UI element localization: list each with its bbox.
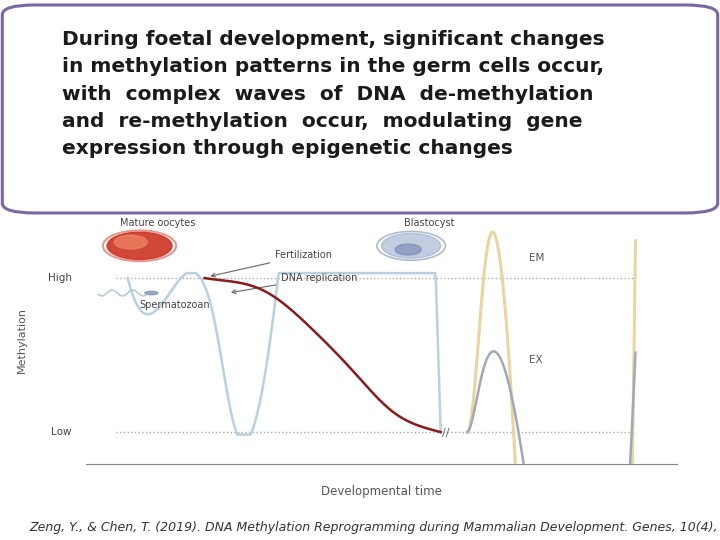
Text: Spermatozoan: Spermatozoan xyxy=(140,300,210,310)
Text: DNA replication: DNA replication xyxy=(232,273,358,294)
Text: Blastocyst: Blastocyst xyxy=(404,219,454,228)
Circle shape xyxy=(382,233,441,258)
Text: High: High xyxy=(48,273,71,283)
Text: Zeng, Y., & Chen, T. (2019). DNA Methylation Reprogramming during Mammalian Deve: Zeng, Y., & Chen, T. (2019). DNA Methyla… xyxy=(29,521,720,534)
Text: Mature oocytes: Mature oocytes xyxy=(120,219,195,228)
Circle shape xyxy=(114,235,147,249)
Text: EM: EM xyxy=(529,253,544,263)
Text: Low: Low xyxy=(51,427,71,437)
Text: //: // xyxy=(441,428,449,438)
FancyBboxPatch shape xyxy=(2,5,718,213)
Circle shape xyxy=(395,244,421,255)
Text: Methylation: Methylation xyxy=(17,307,27,373)
Ellipse shape xyxy=(145,291,158,295)
Circle shape xyxy=(107,232,172,259)
Text: Developmental time: Developmental time xyxy=(321,485,442,498)
Text: EX: EX xyxy=(529,355,543,365)
Text: During foetal development, significant changes
in methylation patterns in the ge: During foetal development, significant c… xyxy=(62,30,605,158)
Text: Fertilization: Fertilization xyxy=(212,250,333,277)
